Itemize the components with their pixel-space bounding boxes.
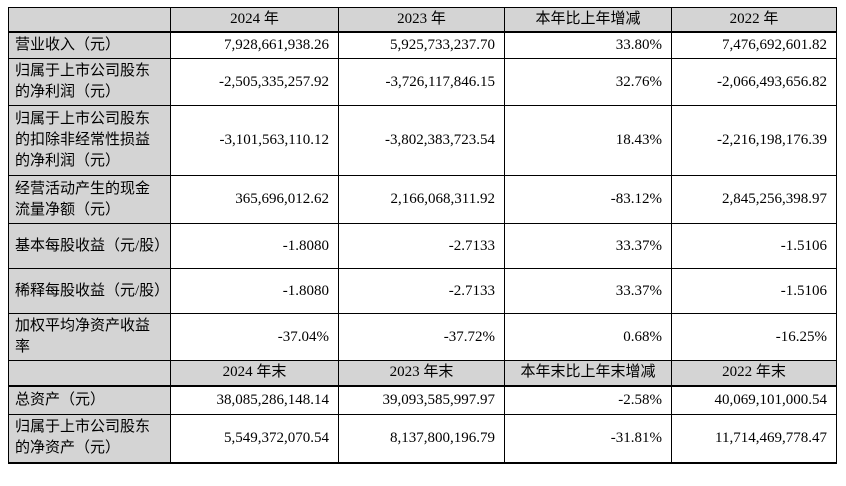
value-2023: -2.7133 — [338, 223, 505, 269]
row-revenue: 营业收入（元） 7,928,661,938.26 5,925,733,237.7… — [8, 31, 837, 59]
financial-summary-table: 2024 年 2023 年 本年比上年增减 2022 年 营业收入（元） 7,9… — [8, 7, 837, 464]
value-2022: -2,066,493,656.82 — [671, 58, 837, 106]
row-net-profit: 归属于上市公司股东的净利润（元） -2,505,335,257.92 -3,72… — [8, 58, 837, 106]
row-diluted-eps: 稀释每股收益（元/股） -1.8080 -2.7133 33.37% -1.51… — [8, 268, 837, 314]
value-change: 18.43% — [504, 105, 672, 176]
value-change: 0.68% — [504, 313, 672, 361]
value-change: -31.81% — [504, 414, 672, 463]
header-cell-year-2024: 2024 年 — [170, 7, 339, 33]
table-header-row-annual: 2024 年 2023 年 本年比上年增减 2022 年 — [8, 7, 837, 33]
header-cell-blank — [8, 7, 171, 33]
value-change: 33.37% — [504, 223, 672, 269]
value-change: 33.80% — [504, 31, 672, 59]
header-cell-2022-end: 2022 年末 — [671, 360, 837, 387]
value-2022-end: 11,714,469,778.47 — [671, 414, 837, 463]
value-change: -2.58% — [504, 385, 672, 415]
value-2024: -2,505,335,257.92 — [170, 58, 339, 106]
value-change: -83.12% — [504, 175, 672, 224]
row-label: 总资产（元） — [8, 385, 171, 415]
header-cell-yoy-change: 本年比上年增减 — [504, 7, 672, 33]
row-label: 营业收入（元） — [8, 31, 171, 59]
value-2023: -3,802,383,723.54 — [338, 105, 505, 176]
value-2022: -1.5106 — [671, 268, 837, 314]
value-2022: -1.5106 — [671, 223, 837, 269]
value-2023: -3,726,117,846.15 — [338, 58, 505, 106]
value-change: 33.37% — [504, 268, 672, 314]
value-2023-end: 39,093,585,997.97 — [338, 385, 505, 415]
value-change: 32.76% — [504, 58, 672, 106]
value-2023: 5,925,733,237.70 — [338, 31, 505, 59]
row-label: 经营活动产生的现金流量净额（元） — [8, 175, 171, 224]
value-2022: -2,216,198,176.39 — [671, 105, 837, 176]
header-cell-year-2022: 2022 年 — [671, 7, 837, 33]
value-2022: -16.25% — [671, 313, 837, 361]
row-label: 加权平均净资产收益率 — [8, 313, 171, 361]
row-basic-eps: 基本每股收益（元/股） -1.8080 -2.7133 33.37% -1.51… — [8, 223, 837, 269]
row-net-profit-excl-nonrecurring: 归属于上市公司股东的扣除非经常性损益的净利润（元） -3,101,563,110… — [8, 105, 837, 176]
row-label: 归属于上市公司股东的扣除非经常性损益的净利润（元） — [8, 105, 171, 176]
row-operating-cash-flow: 经营活动产生的现金流量净额（元） 365,696,012.62 2,166,06… — [8, 175, 837, 224]
header-cell-year-2023: 2023 年 — [338, 7, 505, 33]
value-2024: 365,696,012.62 — [170, 175, 339, 224]
row-total-assets: 总资产（元） 38,085,286,148.14 39,093,585,997.… — [8, 385, 837, 415]
value-2024: -1.8080 — [170, 223, 339, 269]
value-2024: 7,928,661,938.26 — [170, 31, 339, 59]
value-2024: -3,101,563,110.12 — [170, 105, 339, 176]
value-2024: -37.04% — [170, 313, 339, 361]
value-2024: -1.8080 — [170, 268, 339, 314]
header-cell-2024-end: 2024 年末 — [170, 360, 339, 387]
value-2022: 7,476,692,601.82 — [671, 31, 837, 59]
value-2022-end: 40,069,101,000.54 — [671, 385, 837, 415]
value-2023: -37.72% — [338, 313, 505, 361]
row-label: 稀释每股收益（元/股） — [8, 268, 171, 314]
value-2023: -2.7133 — [338, 268, 505, 314]
row-label: 归属于上市公司股东的净资产（元） — [8, 414, 171, 463]
value-2022: 2,845,256,398.97 — [671, 175, 837, 224]
header-cell-year-end-change: 本年末比上年末增减 — [504, 360, 672, 387]
row-weighted-avg-roe: 加权平均净资产收益率 -37.04% -37.72% 0.68% -16.25% — [8, 313, 837, 361]
value-2024-end: 38,085,286,148.14 — [170, 385, 339, 415]
header-cell-blank — [8, 360, 171, 387]
value-2024-end: 5,549,372,070.54 — [170, 414, 339, 463]
table-header-row-year-end: 2024 年末 2023 年末 本年末比上年末增减 2022 年末 — [8, 360, 837, 387]
row-label: 基本每股收益（元/股） — [8, 223, 171, 269]
row-label: 归属于上市公司股东的净利润（元） — [8, 58, 171, 106]
value-2023: 2,166,068,311.92 — [338, 175, 505, 224]
value-2023-end: 8,137,800,196.79 — [338, 414, 505, 463]
row-net-assets: 归属于上市公司股东的净资产（元） 5,549,372,070.54 8,137,… — [8, 414, 837, 463]
header-cell-2023-end: 2023 年末 — [338, 360, 505, 387]
